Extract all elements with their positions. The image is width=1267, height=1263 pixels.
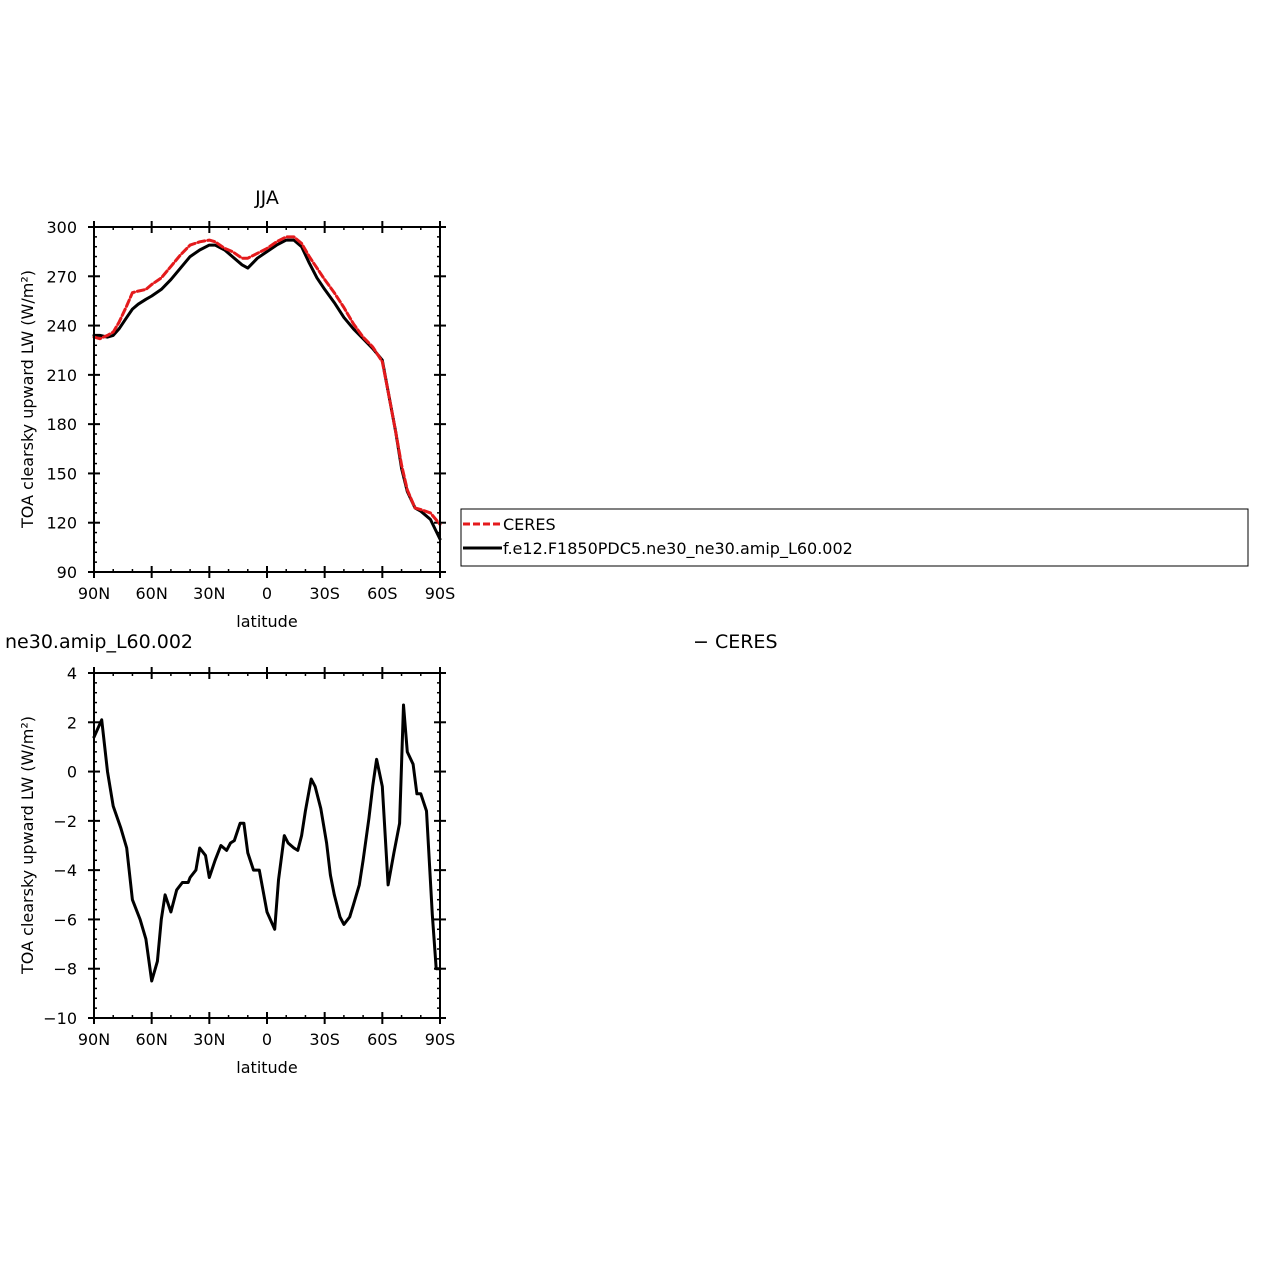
top-x-tick-label: 30S — [309, 584, 340, 603]
top-y-tick-label: 120 — [46, 514, 77, 533]
bottom-panel-series — [92, 703, 442, 983]
top-y-tick-label: 300 — [46, 218, 77, 237]
top-y-tick-label: 210 — [46, 366, 77, 385]
bottom-panel-title-suffix: − CERES — [693, 631, 778, 653]
top-x-tick-label: 0 — [262, 584, 272, 603]
top-panel-x-axis-title: latitude — [236, 612, 297, 631]
bottom-y-tick-label: −8 — [53, 960, 77, 979]
top-y-tick-label: 180 — [46, 415, 77, 434]
bottom-x-tick-label: 0 — [262, 1030, 272, 1049]
top-x-tick-label: 60N — [136, 584, 168, 603]
bottom-y-tick-label: 4 — [67, 664, 77, 683]
top-x-tick-label: 30N — [193, 584, 225, 603]
bottom-panel: ne30.amip_L60.002 − CERES TOA clearsky u… — [5, 631, 778, 1077]
top-panel: JJA TOA clearsky upward LW (W/m²) latitu… — [18, 187, 455, 631]
bottom-x-tick-label: 90S — [425, 1030, 456, 1049]
legend: CERES f.e12.F1850PDC5.ne30_ne30.amip_L60… — [460, 508, 1249, 567]
bottom-x-tick-label: 60S — [367, 1030, 398, 1049]
bottom-y-tick-label: −6 — [53, 910, 77, 929]
bottom-series-line-0 — [92, 703, 442, 983]
bottom-y-tick-label: −4 — [53, 861, 77, 880]
top-panel-frame — [93, 226, 441, 573]
legend-label-ceres: CERES — [503, 515, 556, 534]
bottom-x-tick-label: 90N — [78, 1030, 110, 1049]
top-y-tick-label: 270 — [46, 267, 77, 286]
top-y-tick-label: 90 — [57, 563, 77, 582]
top-panel-title: JJA — [254, 187, 279, 209]
bottom-panel-title: ne30.amip_L60.002 — [5, 631, 193, 653]
top-x-tick-label: 90S — [425, 584, 456, 603]
top-y-tick-label: 240 — [46, 317, 77, 336]
top-x-tick-label: 60S — [367, 584, 398, 603]
bottom-x-tick-label: 60N — [136, 1030, 168, 1049]
top-series-line-0 — [92, 235, 442, 526]
bottom-y-tick-label: 2 — [67, 713, 77, 732]
bottom-x-tick-label: 30S — [309, 1030, 340, 1049]
bottom-y-tick-label: −10 — [43, 1009, 77, 1028]
top-panel-y-axis-title: TOA clearsky upward LW (W/m²) — [18, 270, 37, 529]
top-x-tick-label: 90N — [78, 584, 110, 603]
bottom-x-tick-label: 30N — [193, 1030, 225, 1049]
bottom-panel-frame — [93, 672, 441, 1019]
legend-label-model: f.e12.F1850PDC5.ne30_ne30.amip_L60.002 — [503, 539, 853, 559]
bottom-panel-x-axis-title: latitude — [236, 1058, 297, 1077]
top-panel-series — [92, 235, 442, 541]
legend-box — [460, 508, 1249, 567]
top-y-tick-label: 150 — [46, 464, 77, 483]
bottom-y-tick-label: −2 — [53, 812, 77, 831]
bottom-panel-y-axis-title: TOA clearsky upward LW (W/m²) — [18, 716, 37, 975]
bottom-y-tick-label: 0 — [67, 763, 77, 782]
top-panel-ticks: 90N 60N 30N 0 30S 60S 90S 90 120 150 180 210 240 270 3… — [46, 218, 455, 603]
